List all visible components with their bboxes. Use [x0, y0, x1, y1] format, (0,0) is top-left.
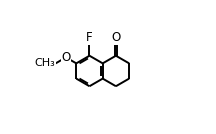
Text: CH₃: CH₃ [34, 58, 55, 68]
Text: O: O [111, 31, 121, 44]
Text: O: O [61, 51, 71, 64]
Text: F: F [86, 31, 93, 44]
